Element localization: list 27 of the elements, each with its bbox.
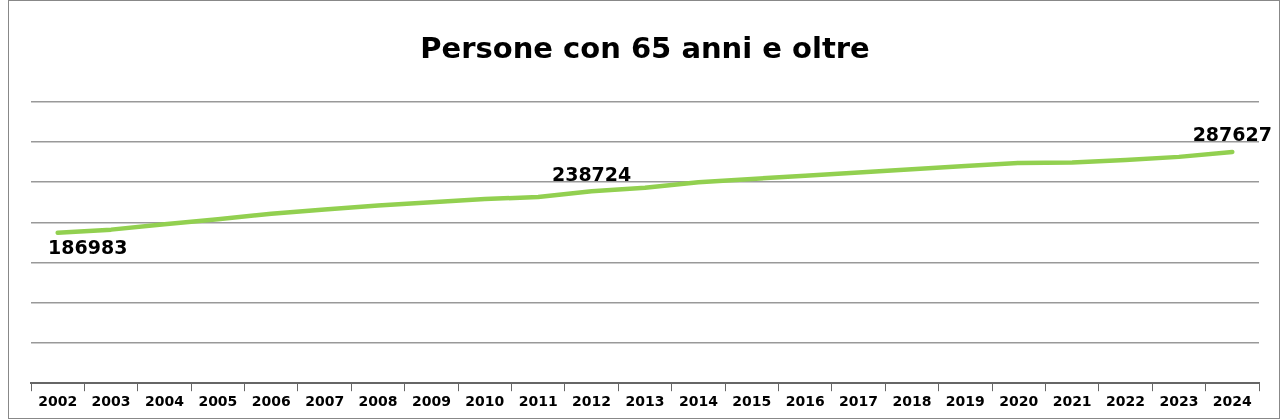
x-tick-label: 2021 [1052, 393, 1092, 410]
x-tick-label: 2017 [839, 393, 879, 410]
x-tick-label: 2023 [1159, 393, 1199, 410]
x-tick-label: 2018 [892, 393, 932, 410]
x-tick-label: 2012 [572, 393, 612, 410]
data-label: 186983 [48, 236, 128, 259]
x-tick-label: 2024 [1212, 393, 1253, 410]
x-tick-label: 2019 [945, 393, 985, 410]
x-tick-label: 2013 [625, 393, 665, 410]
x-tick-label: 2002 [38, 393, 78, 410]
x-tick-label: 2016 [785, 393, 825, 410]
data-label: 238724 [551, 162, 632, 185]
x-tick-label: 2010 [465, 393, 505, 410]
x-tick-label: 2008 [358, 393, 398, 410]
x-tick-label: 2003 [91, 393, 131, 410]
x-tick-label: 2014 [678, 393, 719, 410]
x-tick-label: 2009 [411, 393, 451, 410]
x-tick-label: 2006 [251, 393, 291, 410]
x-tick-label: 2011 [518, 393, 558, 410]
x-tick-label: 2020 [999, 393, 1039, 410]
x-tick-label: 2005 [198, 393, 238, 410]
data-label: 287627 [1192, 123, 1272, 146]
x-tick-label: 2015 [732, 393, 772, 410]
x-tick-label: 2004 [144, 393, 185, 410]
chart-title: Persone con 65 anni e oltre [420, 30, 870, 65]
x-tick-label: 2022 [1106, 393, 1146, 410]
x-tick-label: 2007 [305, 393, 345, 410]
